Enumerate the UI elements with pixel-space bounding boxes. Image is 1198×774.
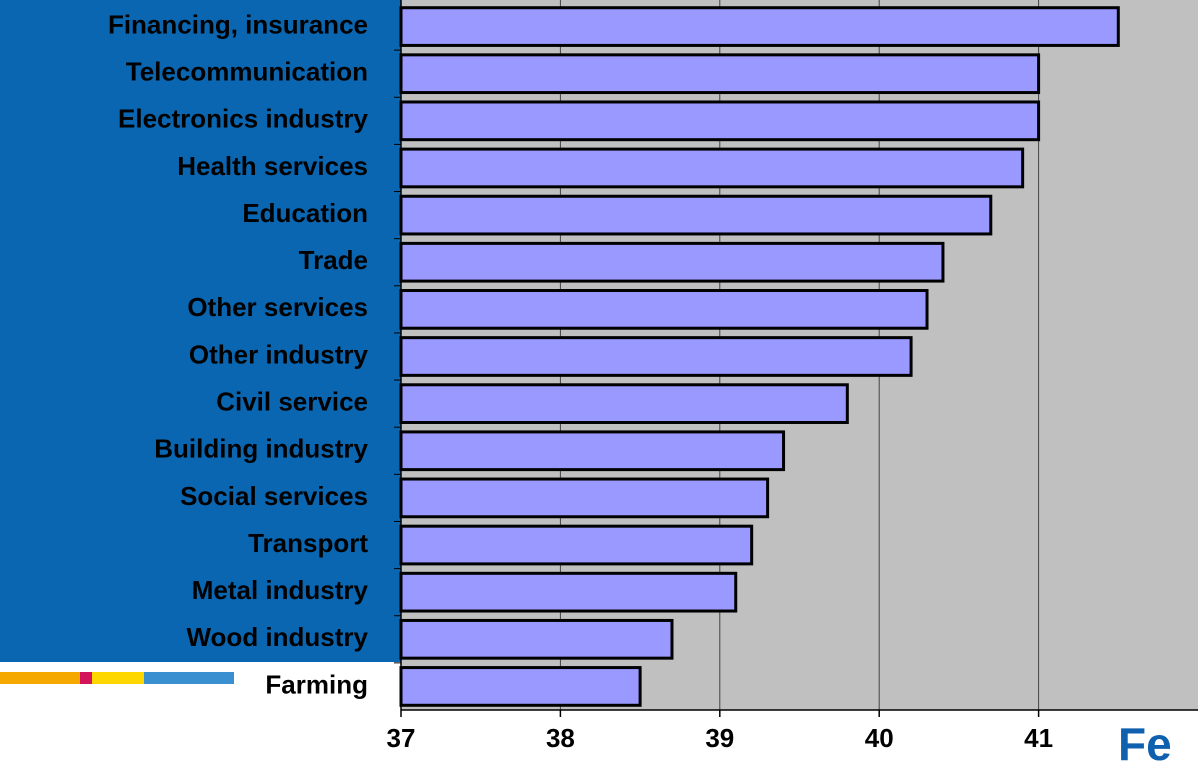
logo: Fe <box>1118 718 1172 769</box>
y-tick-label: Financing, insurance <box>108 9 368 39</box>
stripe <box>0 672 80 684</box>
stripe <box>144 672 234 684</box>
bar <box>399 430 786 472</box>
y-tick-label: Electronics industry <box>118 104 368 134</box>
x-tick-label: 40 <box>865 723 894 753</box>
y-tick-label: Telecommunication <box>126 57 368 87</box>
bar <box>399 666 642 707</box>
side-panel <box>0 0 401 662</box>
stripe <box>92 672 144 684</box>
bar <box>399 147 1025 189</box>
y-tick-label: Transport <box>248 528 368 558</box>
bar <box>399 194 993 236</box>
y-tick-label: Farming <box>265 669 368 699</box>
stripe <box>80 672 92 684</box>
bar <box>399 571 738 613</box>
bar <box>399 289 929 330</box>
bar <box>399 524 754 566</box>
x-tick-label: 37 <box>387 723 416 753</box>
bar <box>399 477 770 519</box>
y-tick-label: Metal industry <box>192 575 369 605</box>
y-tick-label: Building industry <box>154 434 368 464</box>
y-tick-label: Other services <box>187 292 368 322</box>
y-tick-label: Health services <box>177 151 368 181</box>
bar <box>399 241 945 283</box>
x-tick-label: 39 <box>705 723 734 753</box>
x-tick-label: 41 <box>1024 723 1053 753</box>
bar <box>399 53 1041 95</box>
bar <box>399 100 1041 142</box>
y-tick-label: Other industry <box>189 339 369 369</box>
bar <box>399 618 674 660</box>
bar <box>399 6 1120 47</box>
bar <box>399 336 913 377</box>
y-tick-label: Civil service <box>216 387 368 417</box>
y-tick-label: Wood industry <box>186 622 368 652</box>
bar <box>399 383 849 424</box>
y-tick-label: Trade <box>299 245 368 275</box>
y-tick-label: Social services <box>180 481 368 511</box>
y-tick-label: Education <box>242 198 368 228</box>
x-tick-label: 38 <box>546 723 575 753</box>
